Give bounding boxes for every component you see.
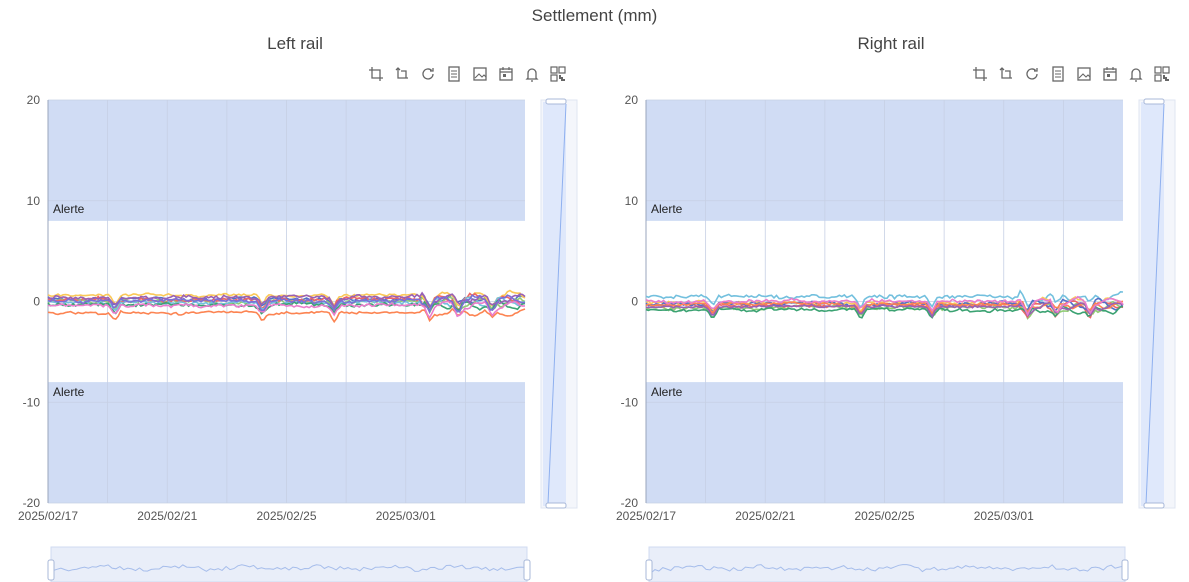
x-zoom-track: [50, 546, 528, 582]
alert-label: Alerte: [53, 202, 85, 216]
image-export-icon[interactable]: [1074, 64, 1094, 84]
alert-label: Alerte: [651, 202, 683, 216]
crop-icon[interactable]: [366, 64, 386, 84]
y-tick-label: -10: [23, 395, 41, 409]
y-tick-label: 20: [625, 93, 639, 107]
series-line: [47, 307, 526, 324]
alert-label: Alerte: [651, 385, 683, 399]
series-line: [646, 301, 1124, 319]
x-tick-label: 2025/03/01: [376, 509, 436, 523]
x-tick-label: 2025/03/01: [974, 509, 1034, 523]
x-tick-label: 2025/02/21: [137, 509, 197, 523]
right-toolbar: [970, 64, 1172, 84]
series-line: [645, 299, 1124, 315]
y-zoom-handle-top[interactable]: [1143, 98, 1165, 105]
x-tick-label: 2025/02/25: [854, 509, 914, 523]
data-view-icon[interactable]: [1048, 64, 1068, 84]
y-zoom-preview: [1145, 103, 1165, 505]
left-rail-subtitle: Left rail: [267, 34, 323, 53]
calendar-icon[interactable]: [496, 64, 516, 84]
y-tick-label: 10: [27, 194, 41, 208]
left-rail-chart: 20 10 0 -10 -20 Alerte Alerte 2025/02/17 2025/02…: [18, 93, 578, 582]
y-tick-label: 10: [625, 194, 639, 208]
y-zoom-slider[interactable]: [540, 98, 578, 509]
data-view-icon[interactable]: [444, 64, 464, 84]
y-tick-label: 0: [631, 295, 638, 309]
series-line: [47, 289, 526, 311]
right-rail-subtitle: Right rail: [857, 34, 925, 53]
calendar-icon[interactable]: [1100, 64, 1120, 84]
y-zoom-slider[interactable]: [1138, 98, 1176, 509]
series-line: [47, 300, 526, 320]
series-line: [47, 299, 526, 315]
x-zoom-preview: [650, 564, 1124, 574]
crop-icon[interactable]: [970, 64, 990, 84]
x-tick-label: 2025/02/25: [256, 509, 316, 523]
chart-main-title: Settlement (mm): [531, 6, 658, 25]
y-tick-label: 0: [33, 295, 40, 309]
y-tick-label: -10: [621, 395, 639, 409]
series-line: [645, 304, 1124, 319]
right-rail-chart: 20 10 0 -10 -20 Alerte Alerte 2025/02/17 2025/02…: [616, 93, 1176, 582]
series-line: [645, 295, 1124, 317]
y-zoom-fill: [543, 102, 566, 506]
x-zoom-preview: [52, 564, 526, 572]
y-tick-label: -20: [23, 496, 41, 510]
refresh-icon[interactable]: [418, 64, 438, 84]
alert-label: Alerte: [53, 385, 85, 399]
right-rail-panel: Right rail 20 10 0 -10 -20 Alerte Alerte 2025/0…: [598, 0, 1189, 582]
y-zoom-fill: [1141, 102, 1164, 506]
bell-icon[interactable]: [1126, 64, 1146, 84]
undo-zoom-icon[interactable]: [996, 64, 1016, 84]
x-zoom-handle-right[interactable]: [523, 559, 531, 581]
y-zoom-handle-bottom[interactable]: [545, 502, 567, 509]
y-zoom-preview: [547, 103, 567, 505]
x-zoom-slider[interactable]: [645, 546, 1129, 582]
x-tick-label: 2025/02/17: [616, 509, 676, 523]
x-zoom-handle-left[interactable]: [645, 559, 653, 581]
qr-icon[interactable]: [1152, 64, 1172, 84]
bell-icon[interactable]: [522, 64, 542, 84]
x-zoom-slider[interactable]: [47, 546, 531, 582]
series-line: [47, 294, 526, 314]
y-tick-label: 20: [27, 93, 41, 107]
refresh-icon[interactable]: [1022, 64, 1042, 84]
left-toolbar: [366, 64, 568, 84]
x-zoom-track: [648, 546, 1126, 582]
y-tick-label: -20: [621, 496, 639, 510]
qr-icon[interactable]: [548, 64, 568, 84]
image-export-icon[interactable]: [470, 64, 490, 84]
y-zoom-handle-top[interactable]: [545, 98, 567, 105]
x-tick-label: 2025/02/21: [735, 509, 795, 523]
x-zoom-handle-left[interactable]: [47, 559, 55, 581]
left-rail-panel: Left rail 20 10 0 -10 -20 Alerte Alerte 2025/02…: [0, 0, 594, 582]
x-zoom-handle-right[interactable]: [1121, 559, 1129, 581]
undo-zoom-icon[interactable]: [392, 64, 412, 84]
y-zoom-handle-bottom[interactable]: [1143, 502, 1165, 509]
x-tick-label: 2025/02/17: [18, 509, 78, 523]
